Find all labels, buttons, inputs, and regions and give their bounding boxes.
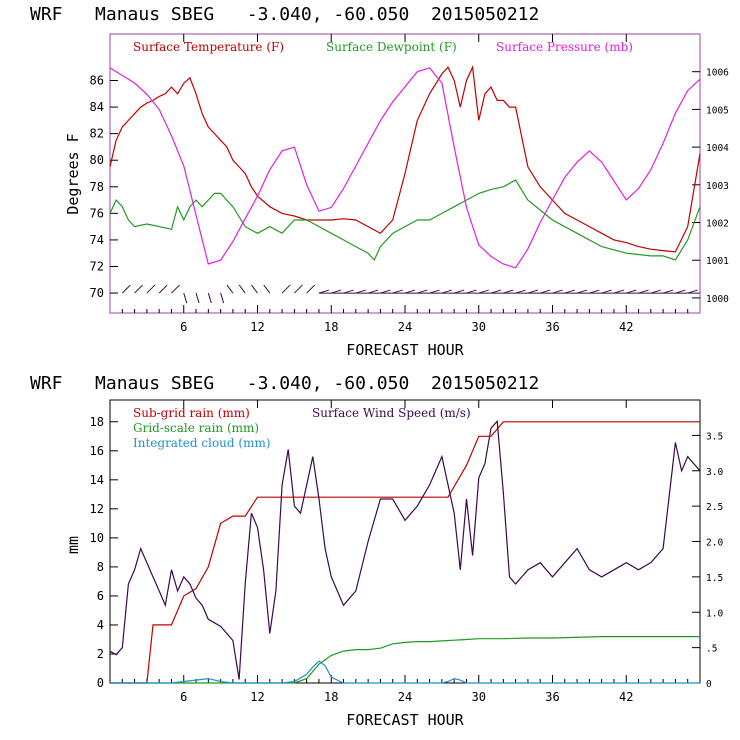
y-tick-label: 4: [97, 618, 104, 632]
series-line-1: [109, 179, 701, 261]
y2-tick-label: 0: [706, 679, 712, 690]
y-tick-label: 86: [90, 74, 104, 88]
y-tick-label: 84: [90, 100, 104, 114]
y-tick-label: 82: [90, 127, 104, 141]
wind-barbs: [121, 284, 700, 304]
series-line-3: [110, 660, 700, 684]
wind-barb: [281, 284, 291, 294]
x-tick-label: 42: [619, 320, 633, 334]
y2-tick-label: 1003: [706, 181, 729, 192]
y-tick-label: 8: [97, 560, 104, 574]
legend-gridscale-rain: Grid-scale rain (mm): [133, 421, 259, 435]
wind-barb: [195, 292, 200, 304]
x-tick-label: 12: [250, 320, 264, 334]
y-tick-label: 6: [97, 589, 104, 603]
wind-barb: [121, 284, 131, 294]
y-tick-label: 16: [90, 444, 104, 458]
wind-barb: [183, 292, 188, 304]
series-line-1: [109, 419, 701, 680]
wind-barb: [263, 284, 271, 294]
y2-tick-label: 3.5: [706, 431, 723, 442]
x-tick-label: 18: [324, 690, 338, 704]
y2-tick-label: 1000: [706, 294, 729, 305]
y2-tick-label: 1001: [706, 256, 729, 267]
panel1-ylabel: Degrees F: [64, 133, 82, 214]
panel1-plot: Surface Temperature (F) Surface Dewpoint…: [64, 33, 729, 359]
x-tick-label: 42: [619, 690, 633, 704]
legend-subgrid-rain: Sub-grid rain (mm): [133, 406, 250, 420]
y2-tick-label: 3.0: [706, 467, 723, 478]
y2-tick-label: 1.0: [706, 608, 723, 619]
x-tick-label: 6: [180, 690, 187, 704]
wind-barb: [226, 284, 234, 294]
x-tick-label: 18: [324, 320, 338, 334]
wind-barb: [238, 284, 246, 294]
series-line-0: [110, 421, 700, 684]
y-tick-label: 80: [90, 153, 104, 167]
panel2-title: WRF Manaus SBEG -3.040, -60.050 20150502…: [30, 373, 539, 394]
y2-tick-label: 1005: [706, 105, 729, 116]
y2-tick-label: 2.0: [706, 538, 723, 549]
y-tick-label: 76: [90, 206, 104, 220]
legend-integrated-cloud: Integrated cloud (mm): [133, 436, 271, 450]
y2-tick-label: 1004: [706, 143, 729, 154]
x-tick-label: 6: [180, 320, 187, 334]
x-tick-label: 30: [472, 320, 486, 334]
y-tick-label: 78: [90, 180, 104, 194]
panel2-legend: Sub-grid rain (mm) Surface Wind Speed (m…: [133, 406, 471, 450]
legend-temperature: Surface Temperature (F): [133, 40, 284, 54]
wind-barb: [251, 284, 258, 294]
wind-barb: [146, 284, 156, 294]
y-tick-label: 72: [90, 260, 104, 274]
y-tick-label: 14: [90, 473, 104, 487]
panel2-xlabel: FORECAST HOUR: [346, 711, 464, 729]
legend-pressure: Surface Pressure (mb): [496, 40, 633, 54]
series-line-2: [110, 636, 700, 684]
y2-tick-label: .5: [706, 644, 717, 655]
legend-wind-speed: Surface Wind Speed (m/s): [312, 406, 471, 420]
y-tick-label: 2: [97, 647, 104, 661]
panel1-legend: Surface Temperature (F) Surface Dewpoint…: [133, 40, 633, 54]
y2-tick-label: 1.5: [706, 573, 723, 584]
y-tick-label: 0: [97, 676, 104, 690]
wind-barb: [134, 284, 143, 294]
y2-tick-label: 1002: [706, 219, 729, 230]
y2-tick-label: 1006: [706, 68, 729, 79]
x-tick-label: 24: [398, 320, 412, 334]
panel1-xlabel: FORECAST HOUR: [346, 341, 464, 359]
y-tick-label: 12: [90, 502, 104, 516]
x-tick-label: 24: [398, 690, 412, 704]
series-line-2: [109, 67, 701, 269]
wind-barb: [220, 292, 225, 304]
legend-dewpoint: Surface Dewpoint (F): [326, 40, 457, 54]
panel2-ylabel: mm: [64, 536, 82, 554]
wind-barb: [306, 284, 316, 294]
y2-tick-label: 2.5: [706, 502, 723, 513]
x-tick-label: 36: [545, 690, 559, 704]
wind-barb: [158, 284, 168, 294]
y-tick-label: 18: [90, 415, 104, 429]
wind-barb: [207, 292, 212, 304]
y-tick-label: 70: [90, 286, 104, 300]
panel2-plot: Sub-grid rain (mm) Surface Wind Speed (m…: [64, 399, 723, 729]
x-tick-label: 12: [250, 690, 264, 704]
wind-barb: [171, 284, 180, 294]
x-tick-label: 30: [472, 690, 486, 704]
panel1-title: WRF Manaus SBEG -3.040, -60.050 20150502…: [30, 4, 539, 25]
wind-barb: [294, 284, 303, 294]
x-tick-label: 36: [545, 320, 559, 334]
y-tick-label: 74: [90, 233, 104, 247]
y-tick-label: 10: [90, 531, 104, 545]
series-line-0: [109, 65, 701, 253]
